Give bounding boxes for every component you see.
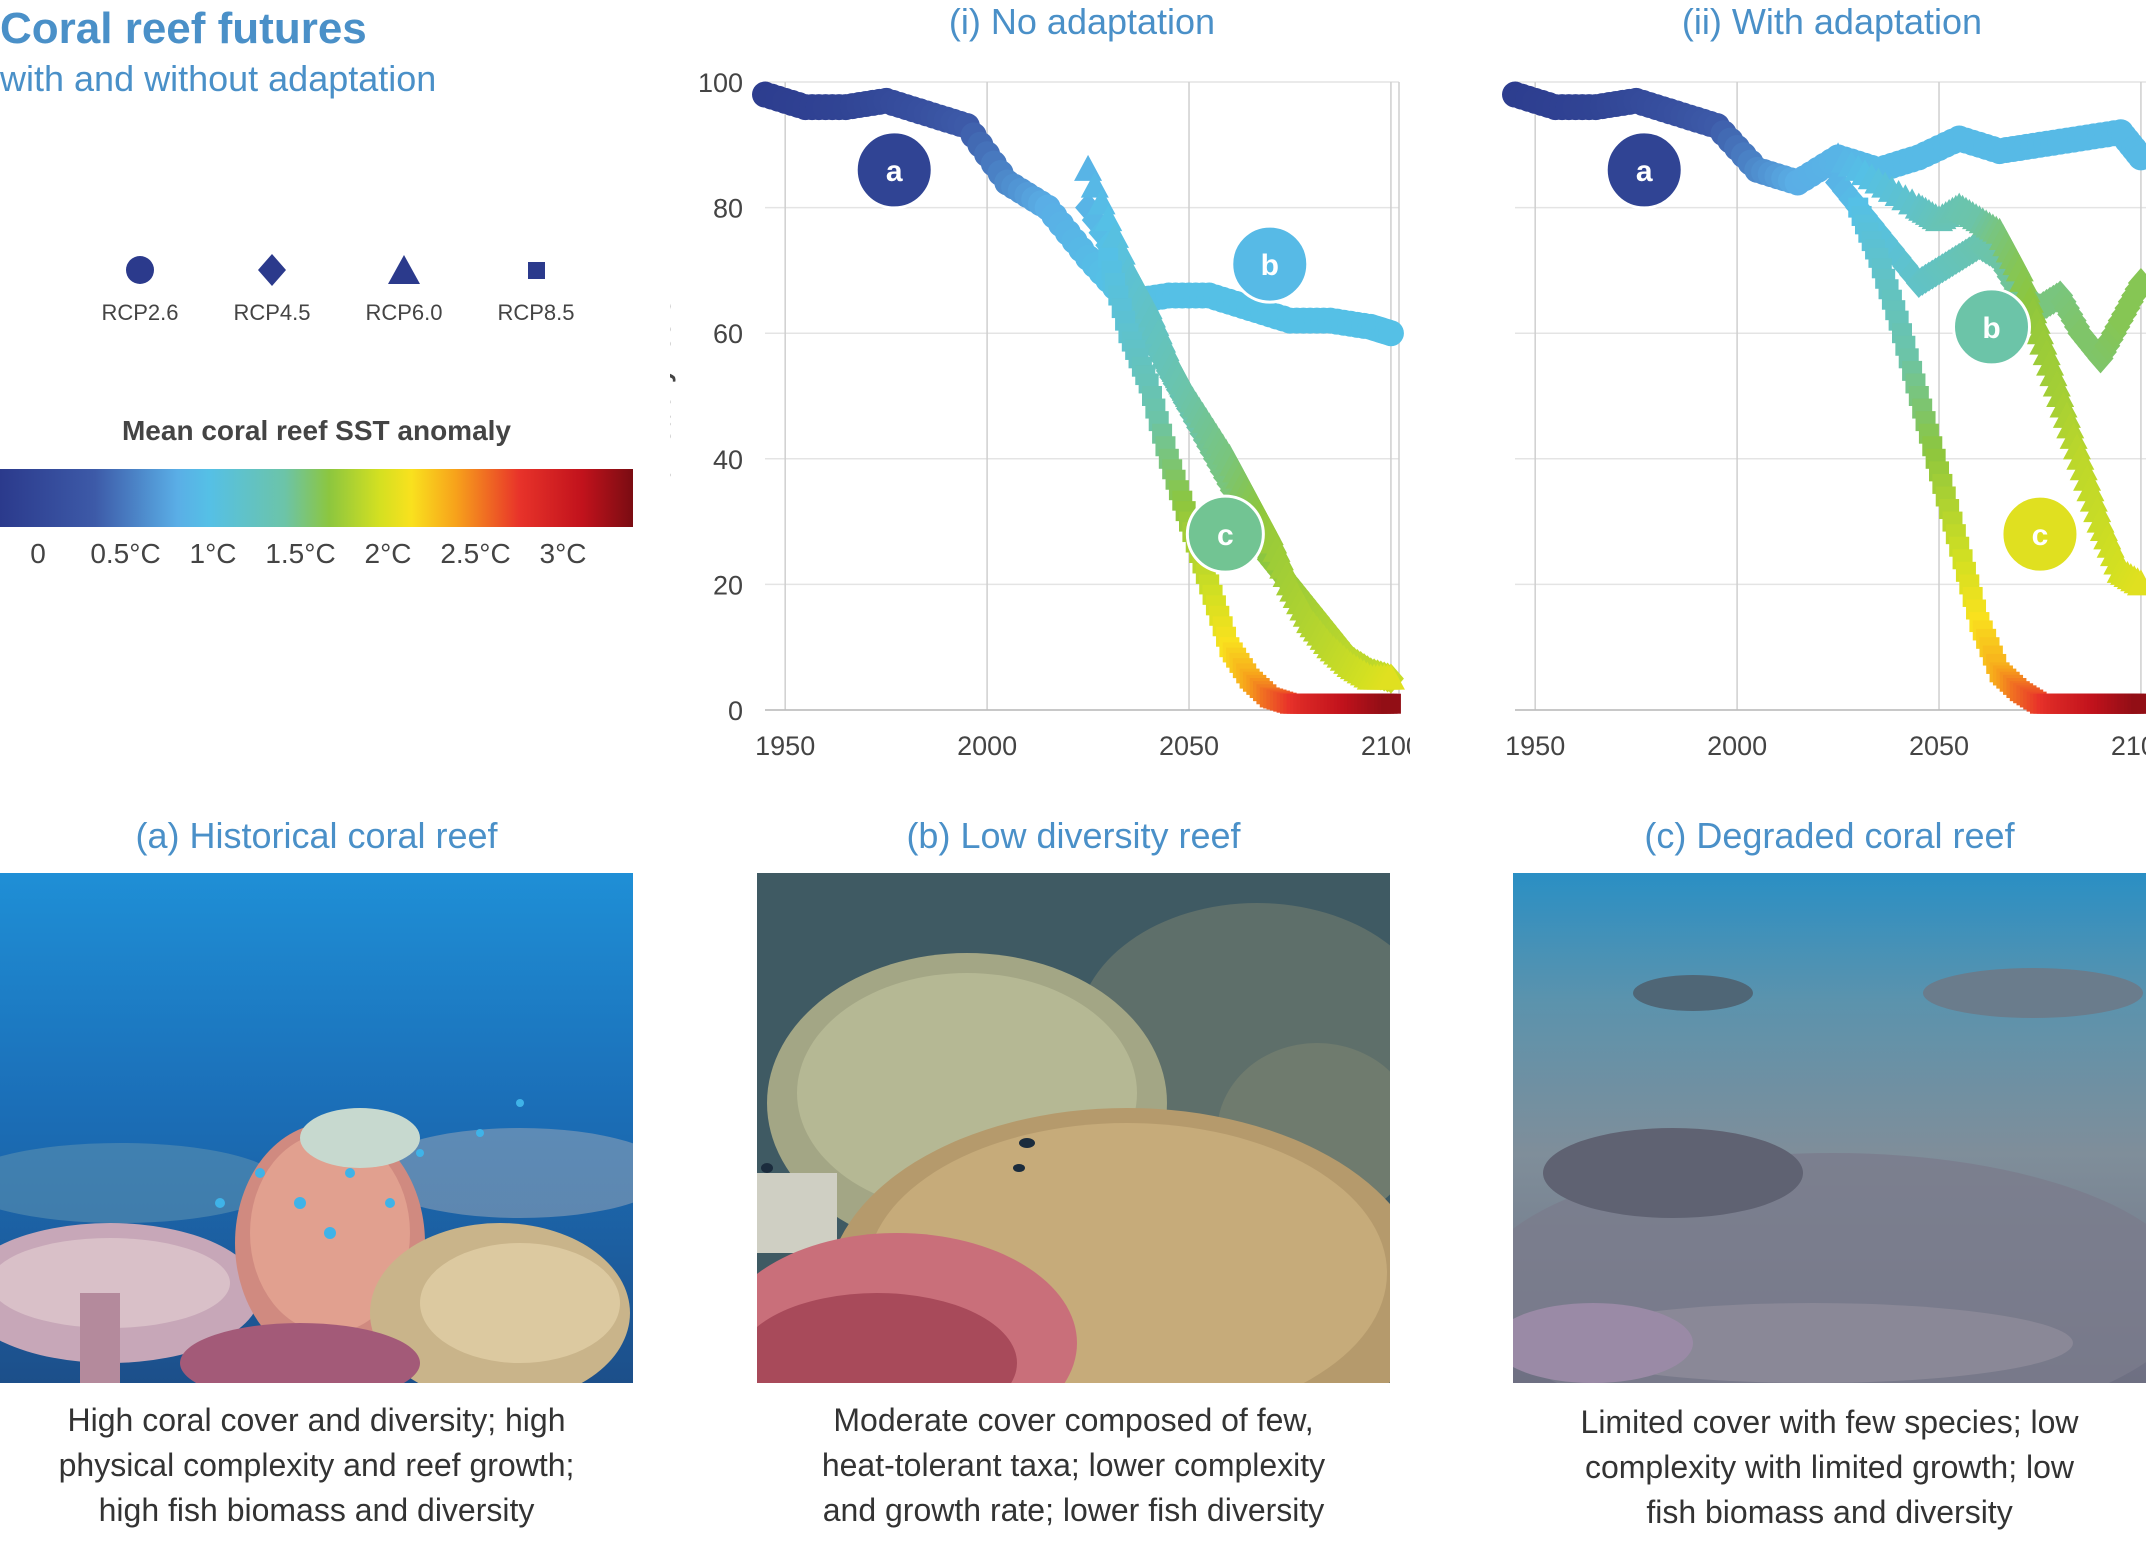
series-rcp26 <box>1502 81 2146 196</box>
panel-title-low-diversity: (b) Low diversity reef <box>906 815 1241 856</box>
annotation-label: b <box>1982 312 2000 345</box>
photo-degraded-reef <box>1513 873 2146 1383</box>
data-point-diamond <box>1088 217 1115 248</box>
triangle-icon <box>388 255 420 284</box>
colorbar-tick-label: 0 <box>30 538 46 569</box>
data-point-triangle <box>1376 663 1405 690</box>
legend-item-rcp26: RCP2.6 <box>80 250 200 326</box>
data-point-triangle <box>1074 154 1103 181</box>
x-tick-label: 1950 <box>755 731 815 761</box>
annotation-label: b <box>1261 249 1279 282</box>
panel-title-degraded: (c) Degraded coral reef <box>1644 815 2015 856</box>
x-tick-label: 2100 <box>1361 731 1410 761</box>
x-tick-label: 1950 <box>1505 731 1565 761</box>
series-rcp26 <box>752 81 1404 347</box>
annotation-label: c <box>1217 519 1234 552</box>
annotation-marker <box>2000 494 2080 574</box>
chart-title: (i) No adaptation <box>949 1 1215 42</box>
data-point-square <box>2130 693 2146 714</box>
legend-item-rcp85: RCP8.5 <box>476 250 596 326</box>
caption-line: Moderate cover composed of few, <box>833 1402 1314 1438</box>
caption-line: heat-tolerant taxa; lower complexity <box>821 1447 1326 1483</box>
photo-historical-reef <box>0 873 633 1383</box>
y-tick-label: 80 <box>713 194 743 224</box>
y-tick-label: 40 <box>713 445 743 475</box>
x-tick-label: 2000 <box>1707 731 1767 761</box>
chart-with-adaptation: (ii) With adaptation 1950 2000 2050 2100 a b c <box>1502 1 2146 761</box>
chart-title: (ii) With adaptation <box>1682 1 1982 42</box>
legend-label: RCP4.5 <box>233 300 311 325</box>
y-tick-label: 100 <box>698 68 743 98</box>
panel-title-historical: (a) Historical coral reef <box>135 815 498 856</box>
annotation-marker <box>1952 287 2032 367</box>
caption-line: High coral cover and diversity; high <box>67 1402 566 1438</box>
annotation-label: a <box>1636 155 1653 188</box>
annotation-marker <box>1604 130 1684 210</box>
data-point-diamond <box>2127 267 2146 298</box>
data-point-diamond <box>1885 242 1912 273</box>
caption-line: and growth rate; lower fish diversity <box>822 1492 1325 1528</box>
data-point-circle <box>2127 144 2146 171</box>
y-tick-label: 0 <box>728 696 743 726</box>
caption-line: Limited cover with few species; low <box>1580 1404 2079 1440</box>
colorbar-tick-label: 3°C <box>539 538 587 569</box>
caption-low-diversity: Moderate cover composed of few, heat-tol… <box>757 1398 1390 1533</box>
caption-historical: High coral cover and diversity; high phy… <box>0 1398 633 1533</box>
series-rcp60 <box>1824 142 2146 596</box>
colorbar <box>0 469 633 527</box>
legend-label: RCP2.6 <box>101 300 179 325</box>
colorbar-tick-label: 2.5°C <box>440 538 511 569</box>
caption-line: physical complexity and reef growth; <box>58 1447 575 1483</box>
caption-degraded: Limited cover with few species; low comp… <box>1513 1400 2146 1535</box>
colorbar-tick-label: 1.5°C <box>265 538 336 569</box>
series-rcp45 <box>1825 167 2146 374</box>
data-point-diamond <box>1831 175 1858 206</box>
legend-label: RCP8.5 <box>497 300 575 325</box>
legend-label: RCP6.0 <box>365 300 443 325</box>
data-point-diamond <box>1081 205 1108 236</box>
y-tick-label: 20 <box>713 570 743 600</box>
square-icon <box>528 262 545 279</box>
figure-subtitle: with and without adaptation <box>0 58 437 99</box>
data-point-diamond <box>1892 251 1919 282</box>
x-tick-label: 2000 <box>957 731 1017 761</box>
colorbar-tick-label: 2°C <box>364 538 412 569</box>
annotation-marker <box>854 130 934 210</box>
annotation-marker <box>1185 494 1265 574</box>
series-rcp60 <box>1074 154 1405 690</box>
chart-no-adaptation: (i) No adaptation 0 20 40 60 80 100 1950 2000 205… <box>670 1 1410 761</box>
series-rcp85 <box>1848 197 2146 714</box>
annotation-marker <box>1230 224 1310 304</box>
data-point-circle <box>1377 320 1404 347</box>
annotation-label: c <box>2032 519 2049 552</box>
data-point-square <box>1380 693 1401 714</box>
y-tick-label: 60 <box>713 319 743 349</box>
data-point-diamond <box>1825 167 1852 198</box>
data-point-triangle <box>2126 569 2146 596</box>
caption-line: fish biomass and diversity <box>1646 1494 2013 1530</box>
colorbar-tick-label: 1°C <box>189 538 237 569</box>
x-tick-label: 2050 <box>1909 731 1969 761</box>
legend-item-rcp45: RCP4.5 <box>212 250 332 326</box>
figure-title: Coral reef futures <box>0 4 367 53</box>
caption-line: high fish biomass and diversity <box>98 1492 535 1528</box>
circle-icon <box>126 256 154 284</box>
legend-item-rcp60: RCP6.0 <box>344 250 464 326</box>
diamond-icon <box>258 254 286 286</box>
colorbar-tick-label: 0.5°C <box>90 538 161 569</box>
x-tick-label: 2050 <box>1159 731 1219 761</box>
annotation-label: a <box>886 155 903 188</box>
y-axis-label: % Healthy reefs <box>670 299 676 493</box>
colorbar-title: Mean coral reef SST anomaly <box>121 415 512 446</box>
photo-low-diversity-reef <box>757 873 1390 1383</box>
data-point-diamond <box>1075 192 1102 223</box>
caption-line: complexity with limited growth; low <box>1584 1449 2075 1485</box>
x-tick-label: 2100 <box>2111 731 2146 761</box>
